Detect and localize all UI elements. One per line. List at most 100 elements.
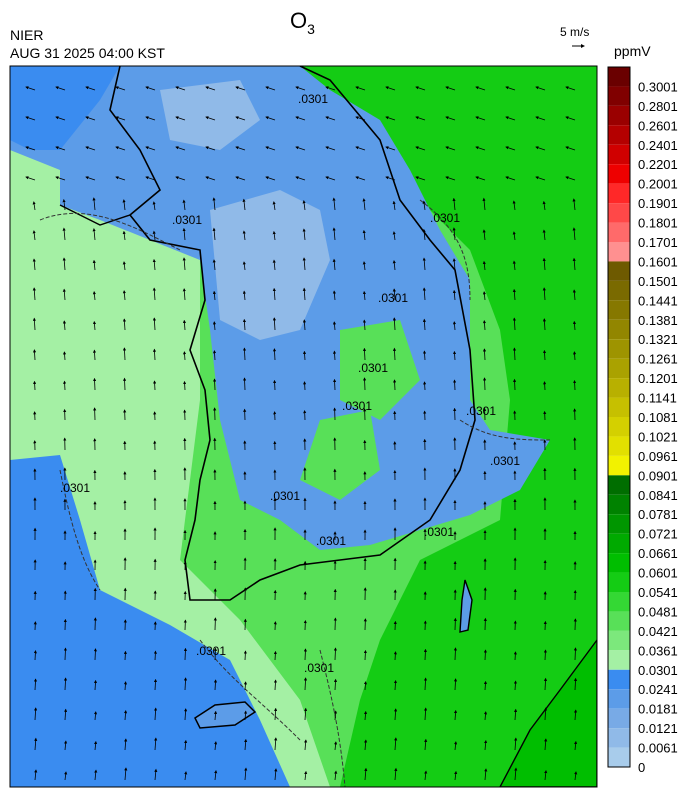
wind-arrow: [334, 741, 338, 751]
wind-arrow: [265, 86, 276, 91]
wind-arrow: [423, 381, 427, 391]
wind-arrow: [123, 710, 128, 721]
wind-arrow: [273, 707, 278, 721]
wind-arrow: [385, 86, 396, 91]
wind-arrow: [385, 116, 396, 121]
wind-arrow: [183, 677, 188, 691]
wind-arrow: [454, 770, 458, 781]
wind-arrow: [364, 767, 368, 781]
wind-arrow: [303, 677, 308, 691]
wind-arrow: [124, 767, 128, 781]
wind-arrow: [302, 257, 306, 271]
agency: NIER: [10, 27, 43, 43]
wind-arrow: [513, 680, 518, 691]
colorbar-label: 0.0781: [638, 507, 678, 522]
colorbar-label: 0.2801: [638, 99, 678, 114]
wind-arrow: [205, 86, 216, 91]
wind-arrow: [422, 200, 426, 211]
colorbar-swatch: [608, 747, 630, 767]
colorbar-swatch: [608, 144, 630, 165]
wind-arrow: [55, 176, 66, 181]
wind-arrow: [574, 771, 578, 781]
wind-arrow: [483, 680, 488, 691]
wind-arrow: [325, 146, 336, 151]
wind-arrow: [512, 347, 517, 361]
wind-arrow: [482, 348, 487, 361]
wind-arrow: [302, 200, 306, 211]
wind-arrow: [302, 350, 307, 361]
title-subscript: 3: [307, 21, 315, 37]
colorbar-swatch: [608, 708, 630, 729]
wind-arrow: [452, 321, 457, 331]
wind-arrow: [362, 229, 366, 241]
wind-arrow: [483, 649, 487, 661]
contour-label: .0301: [298, 92, 328, 106]
wind-arrow: [512, 231, 516, 241]
wind-arrow: [513, 708, 518, 721]
wind-arrow: [423, 707, 428, 721]
colorbar-frame: [607, 66, 631, 768]
wind-arrow: [272, 201, 276, 211]
wind-arrow: [182, 227, 186, 241]
wind-arrow: [482, 260, 486, 271]
wind-arrow: [244, 767, 248, 781]
wind-arrow: [544, 769, 548, 781]
wind-arrow: [32, 258, 36, 271]
colorbar-label: 0.1201: [638, 371, 678, 386]
wind-arrow: [122, 261, 126, 271]
datetime: AUG 31 2025 04:00 KST: [10, 45, 165, 61]
wind-arrow: [212, 350, 217, 361]
wind-arrow: [85, 146, 96, 151]
contour-label: .0301: [430, 211, 460, 225]
wind-arrow: [543, 381, 547, 391]
wind-arrow: [152, 348, 157, 361]
wind-arrow: [182, 351, 187, 361]
colorbar-label: 0.0901: [638, 468, 678, 483]
wind-arrow: [85, 116, 96, 121]
wind-arrow: [92, 259, 96, 271]
wind-arrow: [295, 176, 306, 181]
wind-arrow: [445, 86, 456, 91]
wind-arrow: [92, 197, 96, 211]
sea-northwest-blue: [10, 66, 120, 150]
wind-arrow: [482, 377, 487, 391]
wind-arrow: [475, 146, 486, 151]
wind-arrow: [393, 379, 397, 391]
wind-arrow: [122, 290, 126, 301]
contour-label: .0301: [466, 404, 496, 418]
wind-arrow: [25, 176, 36, 181]
wind-arrow: [214, 769, 218, 781]
contour-labels: .0301 .0301 .0301 .0301 .0301 .0301 .0301 .0301…: [60, 92, 520, 675]
wind-arrow: [385, 176, 396, 181]
wind-arrow: [423, 648, 427, 661]
wind-arrow: [392, 231, 396, 241]
wind-arrow: [392, 200, 396, 211]
wind-arrow: [415, 86, 426, 91]
wind-arrow: [152, 201, 156, 211]
wind-arrow: [34, 737, 38, 751]
wind-arrow: [272, 317, 277, 331]
colorbar-label: 0.1441: [638, 293, 678, 308]
wind-arrow: [212, 290, 216, 301]
wind-arrow: [154, 737, 158, 751]
wind-arrow: [505, 146, 516, 151]
wind-arrow: [63, 380, 67, 391]
wind-arrow: [94, 740, 98, 751]
wind-arrow: [175, 86, 186, 91]
colorbar-label: 0.0301: [638, 663, 678, 678]
contour-label: .0301: [490, 454, 520, 468]
wind-arrow: [453, 379, 457, 391]
wind-arrow: [512, 200, 516, 211]
wind-arrow: [55, 146, 66, 151]
wind-arrow: [183, 708, 188, 721]
wind-arrow: [505, 86, 516, 91]
wind-arrow: [62, 257, 66, 271]
wind-arrow: [242, 347, 247, 361]
wind-arrow: [32, 201, 36, 211]
wind-arrow: [302, 319, 307, 331]
wind-arrow: [33, 650, 37, 661]
colorbar-label: 0.2401: [638, 138, 678, 153]
wind-arrow: [482, 291, 486, 301]
wind-arrow: [422, 350, 427, 361]
